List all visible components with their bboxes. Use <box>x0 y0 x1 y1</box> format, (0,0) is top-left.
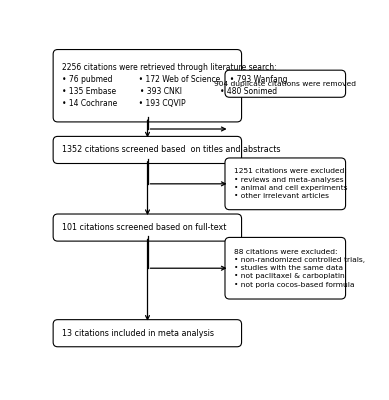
Text: 2256 citations were retrieved through literature search:
• 76 pubmed           •: 2256 citations were retrieved through li… <box>62 63 288 108</box>
Text: 88 citations were excluded:
• non-randomized controlled trials,
• studies with t: 88 citations were excluded: • non-random… <box>234 249 365 288</box>
FancyBboxPatch shape <box>53 50 242 122</box>
FancyBboxPatch shape <box>53 214 242 241</box>
Text: 904 duplicate citations were removed: 904 duplicate citations were removed <box>214 81 356 87</box>
Text: 101 citations screened based on full-text: 101 citations screened based on full-tex… <box>62 223 226 232</box>
Text: 1352 citations screened based  on titles and abstracts: 1352 citations screened based on titles … <box>62 146 281 154</box>
FancyBboxPatch shape <box>225 158 345 210</box>
FancyBboxPatch shape <box>225 70 345 97</box>
FancyBboxPatch shape <box>53 136 242 164</box>
FancyBboxPatch shape <box>53 320 242 347</box>
FancyBboxPatch shape <box>225 238 345 299</box>
Text: 13 citations included in meta analysis: 13 citations included in meta analysis <box>62 329 214 338</box>
Text: 1251 citations were excluded:
• reviews and meta-analyses
• animal and cell expe: 1251 citations were excluded: • reviews … <box>234 168 347 199</box>
